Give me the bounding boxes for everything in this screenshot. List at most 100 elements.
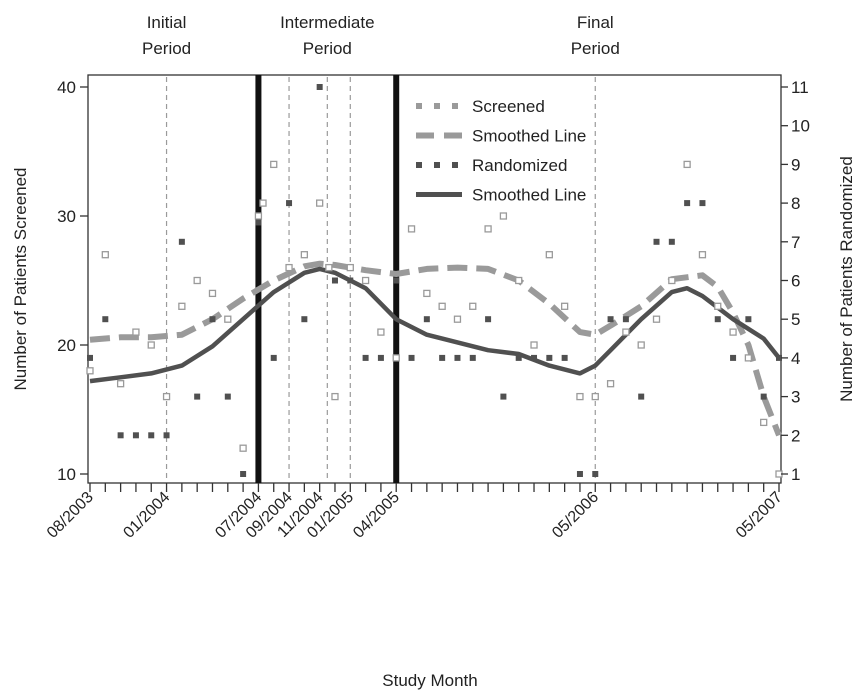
legend-swatch xyxy=(416,162,422,168)
legend-swatch xyxy=(452,103,458,109)
legend-label: Smoothed Line xyxy=(472,186,586,205)
screened-point xyxy=(346,263,354,272)
randomized-point xyxy=(423,316,430,323)
randomized-point xyxy=(469,354,476,361)
randomized-point xyxy=(760,393,767,400)
randomized-point xyxy=(255,219,262,226)
randomized-point xyxy=(194,393,201,400)
screened-point xyxy=(86,367,94,375)
screened-point xyxy=(499,212,508,220)
right-y-tick-label: 3 xyxy=(791,388,800,407)
screened-point xyxy=(270,160,278,169)
screened-point xyxy=(116,380,125,388)
screened-point xyxy=(193,276,201,285)
randomized-point xyxy=(607,316,614,323)
period-label: Intermediate xyxy=(280,13,375,32)
randomized-point xyxy=(377,354,384,361)
randomized-point xyxy=(408,354,415,361)
period-label: Initial xyxy=(147,13,187,32)
left-y-tick-label: 10 xyxy=(57,465,76,484)
screened-point xyxy=(637,341,645,349)
screened-point xyxy=(392,354,400,362)
randomized-point xyxy=(622,316,629,323)
x-axis-title: Study Month xyxy=(382,671,477,690)
randomized-point xyxy=(531,354,538,361)
screened-point xyxy=(361,276,370,285)
screened-point xyxy=(545,251,553,259)
right-y-tick-label: 5 xyxy=(791,310,800,329)
randomized-point xyxy=(454,354,461,361)
screened-point xyxy=(285,263,293,272)
randomized-point xyxy=(546,354,553,361)
randomized-point xyxy=(240,471,247,477)
smoothed-line-series xyxy=(89,260,782,437)
screened-point xyxy=(239,444,247,452)
randomized-point xyxy=(301,316,308,323)
x-tick-label: 04/2005 xyxy=(350,489,403,542)
labels: Study Month Number of Patients Screened Nu… xyxy=(11,13,856,690)
screened-point xyxy=(698,251,707,259)
randomized-point xyxy=(684,200,691,207)
right-y-tick-label: 11 xyxy=(791,78,809,97)
legend-label: Smoothed Line xyxy=(472,127,586,146)
right-y-tick-label: 4 xyxy=(791,349,800,368)
randomized-point xyxy=(714,316,721,323)
randomized-point xyxy=(699,200,706,207)
screened-point xyxy=(331,392,339,401)
randomized-point xyxy=(209,316,216,323)
screened-point xyxy=(576,392,584,401)
screened-point xyxy=(591,392,599,401)
data-points xyxy=(86,84,783,478)
randomized-point xyxy=(776,354,782,361)
screened-point xyxy=(560,302,569,310)
randomized-point xyxy=(668,238,675,245)
right-y-tick-label: 9 xyxy=(791,155,800,174)
right-y-tick-label: 2 xyxy=(791,426,800,445)
screened-point xyxy=(407,225,416,233)
randomized-point xyxy=(439,354,446,361)
right-y-tick-label: 1 xyxy=(791,465,800,484)
legend-swatch xyxy=(452,162,458,168)
randomized-point xyxy=(362,354,369,361)
left-y-tick-label: 30 xyxy=(57,207,76,226)
randomized-point xyxy=(178,238,185,245)
right-y-tick-label: 7 xyxy=(791,233,800,252)
x-tick-label: 05/2007 xyxy=(733,489,786,542)
randomized-point xyxy=(117,432,124,439)
randomized-point xyxy=(500,393,507,400)
screened-point xyxy=(300,251,309,259)
randomized-point xyxy=(592,471,599,477)
screened-point xyxy=(622,328,630,336)
period-label: Final xyxy=(577,13,614,32)
legend: Screened Smoothed Line Randomized Smoothed … xyxy=(416,97,586,205)
randomized-point xyxy=(576,471,583,477)
screened-point xyxy=(132,328,140,336)
randomized-point xyxy=(638,393,645,400)
right-y-tick-label: 8 xyxy=(791,194,800,213)
period-label: Period xyxy=(571,39,620,58)
plot-frame xyxy=(87,74,782,484)
screened-point xyxy=(484,225,492,233)
randomized-point xyxy=(561,354,568,361)
legend-label: Randomized xyxy=(472,156,567,175)
x-tick-label: 05/2006 xyxy=(549,489,602,542)
screened-point xyxy=(178,302,186,310)
randomized-point xyxy=(515,354,522,361)
right-y-tick-label: 6 xyxy=(791,272,800,291)
screened-point xyxy=(423,289,431,298)
screened-point xyxy=(606,380,615,388)
legend-swatch xyxy=(416,103,422,109)
legend-label: Screened xyxy=(472,97,545,116)
screened-point xyxy=(729,328,737,336)
randomized-point xyxy=(730,354,737,361)
randomized-point xyxy=(347,277,354,284)
screened-point xyxy=(668,276,676,285)
screened-point xyxy=(453,315,462,323)
randomized-point xyxy=(653,238,660,245)
legend-swatch xyxy=(434,162,440,168)
randomized-point xyxy=(163,432,170,439)
screened-point xyxy=(744,354,753,362)
screened-point xyxy=(438,302,446,310)
screened-point xyxy=(101,251,109,259)
